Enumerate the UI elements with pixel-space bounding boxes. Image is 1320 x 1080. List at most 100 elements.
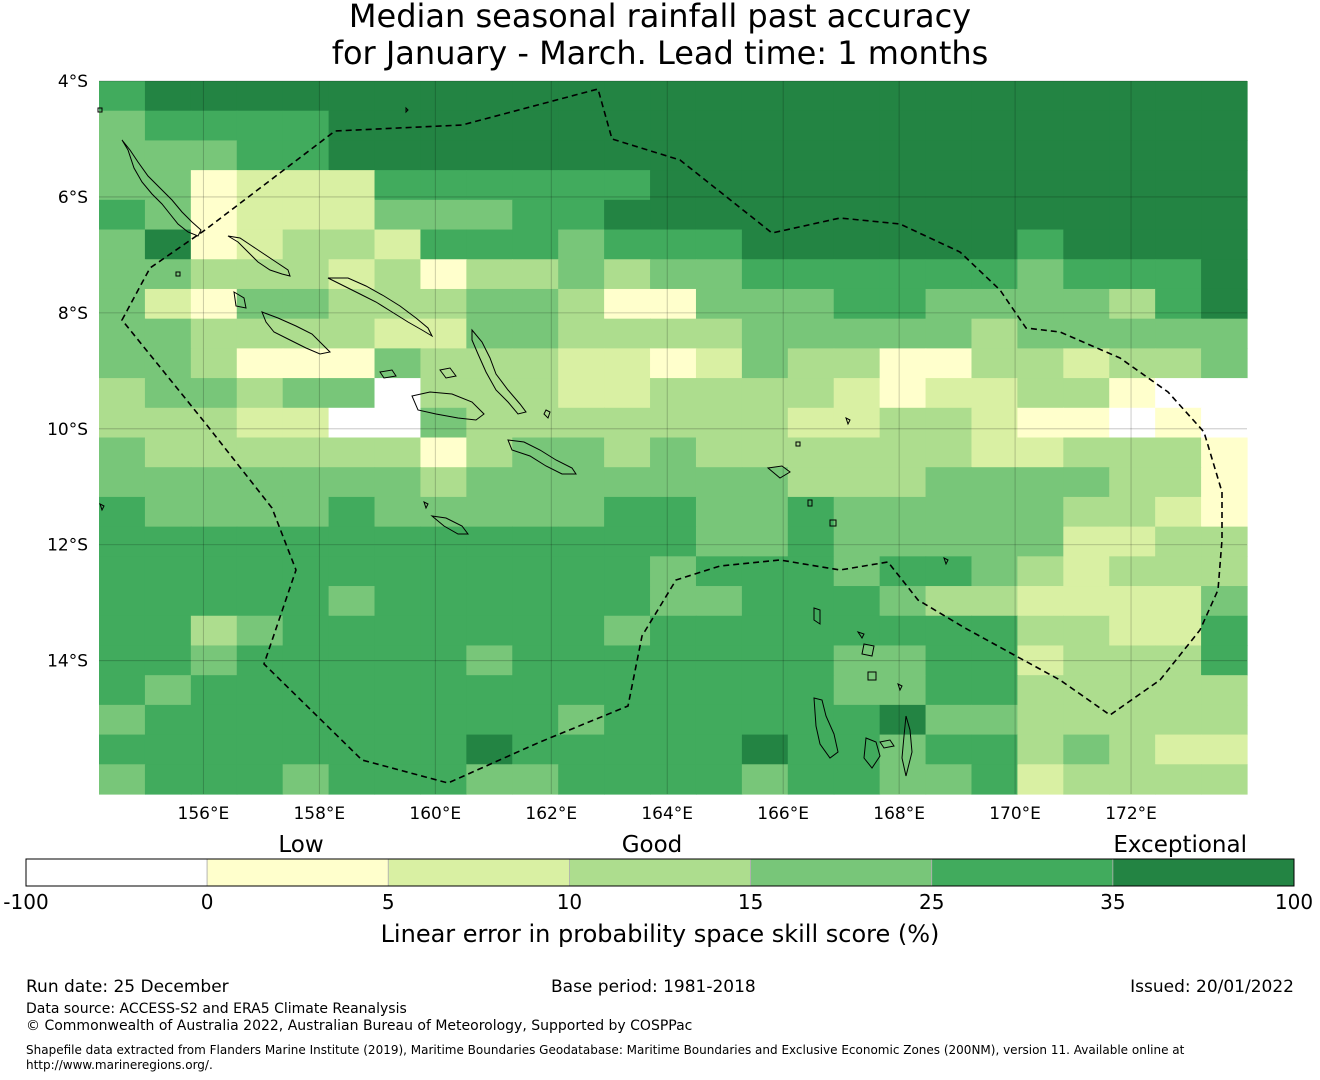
grid-cell xyxy=(512,348,559,379)
grid-cell xyxy=(144,526,192,557)
grid-cell xyxy=(925,318,973,349)
grid-cell xyxy=(833,764,881,795)
grid-cell xyxy=(512,645,559,676)
grid-cell xyxy=(1109,140,1156,171)
grid-cell xyxy=(512,734,559,765)
grid-cell xyxy=(190,170,238,201)
grid-cell xyxy=(1201,348,1248,379)
grid-cell xyxy=(1063,734,1110,765)
grid-cell xyxy=(512,764,559,795)
grid-cell xyxy=(144,110,192,142)
grid-cell xyxy=(971,467,1018,498)
grid-cell xyxy=(99,259,146,290)
grid-cell xyxy=(466,526,513,557)
grid-cell xyxy=(695,407,743,439)
grid-cell xyxy=(282,526,330,557)
grid-cell xyxy=(1063,764,1110,795)
grid-cell xyxy=(650,675,697,706)
grid-cell xyxy=(282,764,330,795)
grid-cell xyxy=(695,288,743,320)
coastline-islet xyxy=(807,499,813,507)
grid-cell xyxy=(604,378,651,409)
grid-cell xyxy=(374,645,422,676)
grid-cell xyxy=(879,764,927,795)
grid-cell xyxy=(420,229,467,260)
grid-cell xyxy=(374,407,422,439)
longitude-label: 170°E xyxy=(989,804,1041,824)
grid-cell xyxy=(328,81,376,112)
grid-cell xyxy=(833,704,881,736)
grid-cell xyxy=(558,259,605,290)
grid-cell xyxy=(328,318,376,349)
grid-cell xyxy=(1155,586,1202,617)
grid-cell xyxy=(190,229,238,260)
grid-cell xyxy=(1017,526,1064,557)
colorbar-segment xyxy=(206,858,389,887)
grid-cell xyxy=(1109,348,1156,379)
grid-cell xyxy=(1063,229,1110,260)
grid-cell xyxy=(604,734,651,765)
skill-grid xyxy=(99,81,1248,795)
grid-cell xyxy=(466,556,513,587)
grid-cell xyxy=(558,437,605,468)
grid-cell xyxy=(604,556,651,587)
grid-cell xyxy=(420,675,467,706)
grid-cell xyxy=(833,615,881,647)
grid-cell xyxy=(650,318,697,349)
grid-cell xyxy=(650,407,697,439)
grid-cell xyxy=(879,140,927,171)
grid-cell xyxy=(144,348,192,379)
grid-cell xyxy=(374,199,422,231)
grid-cell xyxy=(328,675,376,706)
grid-cell xyxy=(1201,734,1248,765)
grid-cell xyxy=(236,288,284,320)
grid-cell xyxy=(374,615,422,647)
grid-cell xyxy=(971,288,1018,320)
grid-cell xyxy=(787,496,835,528)
grid-cell xyxy=(374,110,422,142)
grid-cell xyxy=(741,259,789,290)
longitude-label: 168°E xyxy=(873,804,925,824)
grid-cell xyxy=(374,734,422,765)
grid-cell xyxy=(1063,586,1110,617)
grid-cell xyxy=(695,764,743,795)
grid-cell xyxy=(1155,734,1202,765)
grid-cell xyxy=(1063,496,1110,528)
grid-cell xyxy=(1017,288,1064,320)
grid-cell xyxy=(1109,170,1156,201)
grid-cell xyxy=(512,556,559,587)
grid-cell xyxy=(99,110,146,142)
grid-cell xyxy=(466,645,513,676)
copyright: © Commonwealth of Australia 2022, Austra… xyxy=(26,1018,693,1034)
grid-cell xyxy=(282,675,330,706)
grid-cell xyxy=(650,199,697,231)
grid-cell xyxy=(282,259,330,290)
grid-cell xyxy=(787,110,835,142)
grid-cell xyxy=(925,675,973,706)
longitude-label: 158°E xyxy=(293,804,345,824)
grid-cell xyxy=(695,704,743,736)
grid-cell xyxy=(604,170,651,201)
data-source: Data source: ACCESS-S2 and ERA5 Climate … xyxy=(26,1001,407,1017)
grid-cell xyxy=(1155,704,1202,736)
grid-cell xyxy=(190,645,238,676)
grid-cell xyxy=(144,437,192,468)
grid-cell xyxy=(695,140,743,171)
grid-cell xyxy=(466,81,513,112)
grid-cell xyxy=(236,467,284,498)
grid-cell xyxy=(879,407,927,439)
grid-cell xyxy=(1155,764,1202,795)
grid-cell xyxy=(420,526,467,557)
grid-cell xyxy=(604,318,651,349)
grid-cell xyxy=(787,437,835,468)
grid-cell xyxy=(695,734,743,765)
grid-cell xyxy=(879,645,927,676)
grid-cell xyxy=(833,140,881,171)
grid-cell xyxy=(787,259,835,290)
grid-cell xyxy=(925,437,973,468)
grid-cell xyxy=(1017,437,1064,468)
grid-cell xyxy=(971,348,1018,379)
grid-cell xyxy=(282,348,330,379)
grid-cell xyxy=(282,586,330,617)
issued-date: Issued: 20/01/2022 xyxy=(1130,977,1294,997)
